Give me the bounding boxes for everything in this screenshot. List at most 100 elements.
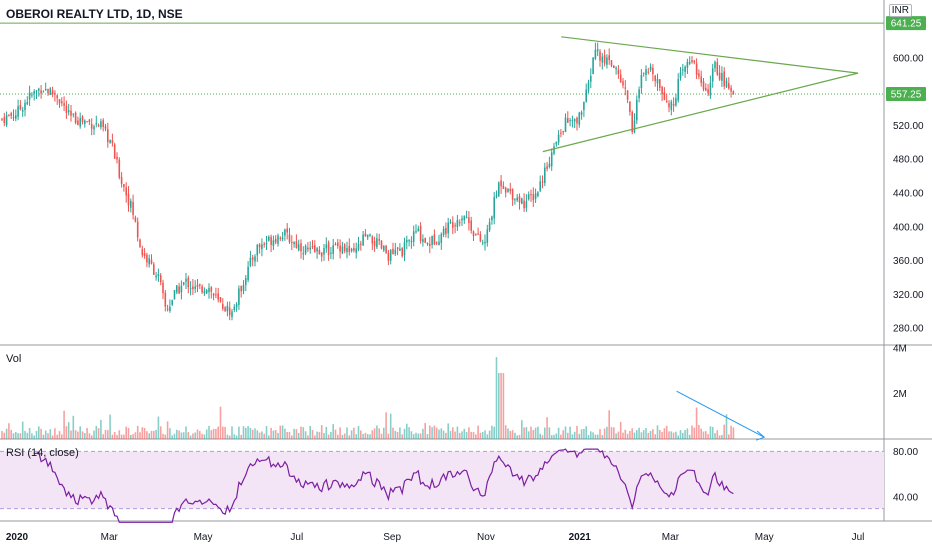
volume-bar: [521, 420, 523, 439]
candle-body: [56, 95, 58, 99]
candle-body: [518, 196, 521, 203]
volume-bar: [95, 425, 98, 439]
volume-bar: [185, 426, 187, 439]
candle-body: [629, 101, 631, 112]
candle-body: [534, 193, 537, 199]
candle-body: [364, 233, 367, 237]
volume-bar: [562, 430, 564, 439]
volume-bar: [514, 432, 516, 439]
volume-bar: [454, 431, 456, 439]
candle-body: [228, 307, 231, 316]
candle-body: [38, 88, 40, 91]
candle-body: [19, 104, 22, 110]
candle-body: [10, 113, 12, 116]
candle-body: [104, 126, 107, 129]
candle-body: [537, 192, 539, 197]
volume-bar: [661, 431, 663, 439]
volume-bar: [463, 428, 466, 439]
candle-body: [711, 68, 714, 82]
candle-body: [26, 101, 29, 105]
volume-bar: [24, 430, 26, 439]
candle-body: [316, 248, 318, 252]
volume-bar: [104, 429, 107, 439]
candle-body: [541, 181, 544, 183]
candle-body: [164, 292, 167, 307]
candle-body: [254, 256, 256, 262]
volume-bar: [97, 428, 100, 439]
volume-bar: [656, 425, 659, 439]
volume-bar: [525, 427, 528, 439]
volume-bar: [247, 426, 249, 439]
candle-body: [247, 266, 249, 281]
candle-body: [695, 63, 698, 75]
candle-body: [619, 74, 622, 83]
candle-body: [714, 61, 716, 69]
candle-body: [116, 156, 118, 160]
candle-body: [527, 194, 530, 200]
candle-body: [452, 222, 454, 228]
volume-pane-label: Vol: [6, 353, 22, 365]
volume-bar: [369, 434, 371, 439]
volume-bar: [90, 435, 93, 439]
triangle-upper-line[interactable]: [561, 36, 859, 74]
volume-bar: [709, 426, 712, 439]
volume-bar: [553, 434, 555, 439]
volume-bar: [203, 434, 206, 439]
volume-bar: [171, 435, 173, 439]
volume-bar: [555, 433, 558, 439]
candle-body: [631, 111, 633, 133]
candle-body: [49, 88, 52, 96]
candle-body: [718, 72, 721, 80]
volume-bar: [222, 426, 224, 439]
candle-body: [348, 245, 351, 253]
volume-bar: [557, 427, 560, 439]
volume-bar: [231, 426, 233, 439]
candle-body: [295, 241, 298, 248]
volume-bar: [684, 430, 686, 439]
volume-bar: [560, 434, 562, 439]
triangle-lower-line[interactable]: [542, 72, 859, 153]
volume-bar: [438, 429, 440, 439]
volume-trend-line[interactable]: [676, 390, 765, 438]
volume-bar: [54, 428, 56, 439]
candle-body: [263, 243, 265, 245]
candle-body: [389, 249, 392, 261]
candle-body: [583, 101, 585, 111]
candle-body: [180, 285, 183, 293]
candle-body: [93, 126, 95, 130]
candle-body: [288, 234, 291, 243]
candle-body: [408, 239, 410, 242]
currency-badge[interactable]: INR: [888, 4, 912, 17]
volume-bar: [84, 433, 86, 439]
volume-bar: [705, 431, 707, 439]
candle-body: [272, 240, 275, 246]
candle-body: [702, 81, 705, 90]
volume-bar: [199, 431, 201, 439]
volume-bar: [219, 406, 222, 439]
candle-body: [587, 82, 590, 91]
last-price-badge: [886, 87, 926, 102]
volume-bar: [716, 430, 719, 439]
candle-body: [665, 101, 668, 103]
candle-body: [567, 118, 569, 123]
volume-bar: [445, 432, 447, 439]
candle-body: [477, 233, 479, 235]
volume-bar: [304, 431, 307, 439]
volume-bar: [286, 432, 288, 439]
volume-bar: [498, 373, 500, 439]
candle-body: [270, 236, 272, 245]
volume-bar: [360, 430, 362, 439]
candle-body: [311, 246, 314, 248]
price-tick-label: 320.00: [893, 290, 924, 301]
candle-body: [171, 300, 173, 305]
candle-body: [120, 177, 123, 184]
candle-body: [192, 286, 194, 290]
candle-body: [670, 101, 673, 110]
candle-body: [61, 101, 63, 104]
volume-bar: [238, 426, 240, 439]
volume-bar: [392, 427, 394, 439]
candle-body: [51, 90, 54, 95]
candle-body: [284, 229, 286, 236]
candle-body: [626, 90, 629, 100]
